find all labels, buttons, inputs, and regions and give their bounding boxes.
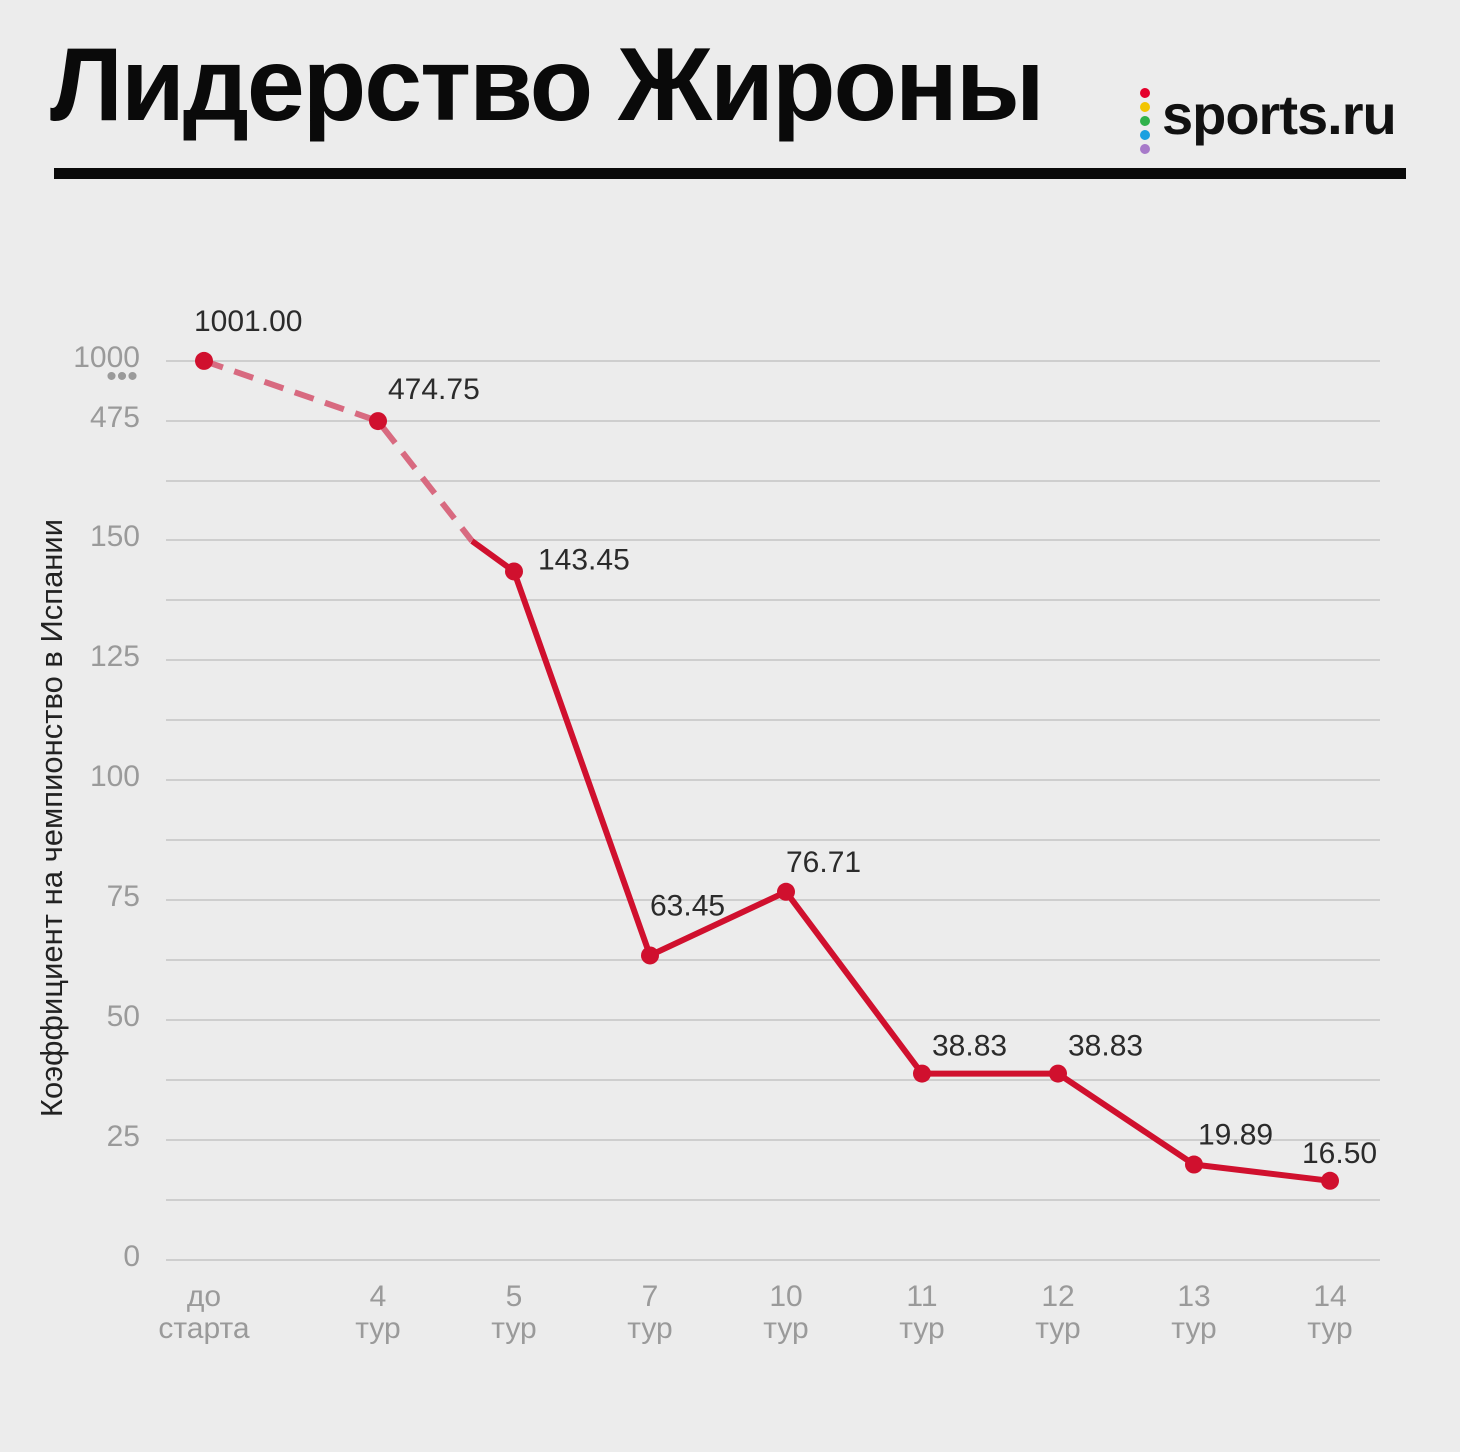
data-label: 76.71 <box>786 846 861 879</box>
data-point <box>1049 1064 1067 1083</box>
data-label: 474.75 <box>388 373 480 406</box>
data-point <box>1321 1171 1339 1190</box>
data-point <box>195 351 213 370</box>
x-tick-label: 7 тур <box>627 1280 672 1345</box>
x-tick-label: 12 тур <box>1035 1280 1080 1345</box>
data-point <box>1185 1155 1203 1174</box>
data-point <box>913 1064 931 1083</box>
data-point <box>369 412 387 431</box>
data-label: 38.83 <box>1068 1030 1143 1063</box>
logo-text: sports.ru <box>1162 83 1397 146</box>
data-label: 38.83 <box>932 1030 1007 1063</box>
data-label: 63.45 <box>650 889 725 922</box>
data-point <box>641 946 659 965</box>
data-point <box>505 562 523 581</box>
title-divider <box>54 168 1406 179</box>
y-tick-label: 25 <box>107 1120 140 1153</box>
x-tick-label: 5 тур <box>491 1280 536 1345</box>
logo-dot <box>1140 144 1150 154</box>
logo-dot <box>1140 116 1150 126</box>
y-tick-label: 1000 <box>73 341 140 374</box>
y-tick-label: 100 <box>90 760 140 793</box>
data-label: 143.45 <box>538 543 630 576</box>
y-tick-label: 125 <box>90 640 140 673</box>
y-tick-label: 50 <box>107 1000 140 1033</box>
data-label: 1001.00 <box>194 305 302 338</box>
logo-dot <box>1140 88 1150 98</box>
sports-ru-logo: sports.ru <box>1138 83 1418 158</box>
data-point <box>777 882 795 901</box>
data-label: 16.50 <box>1302 1137 1377 1170</box>
y-axis-break-marker: ••• <box>106 360 138 393</box>
x-tick-label: до старта <box>158 1280 250 1345</box>
logo-dot <box>1140 130 1150 140</box>
y-tick-label: 475 <box>90 401 140 434</box>
data-label: 19.89 <box>1198 1119 1273 1152</box>
x-tick-label: 13 тур <box>1171 1280 1216 1345</box>
y-tick-label: 0 <box>123 1240 140 1273</box>
x-tick-label: 11 тур <box>899 1280 944 1345</box>
y-tick-label: 150 <box>90 520 140 553</box>
logo-dots-icon <box>1138 88 1152 158</box>
series-line <box>470 538 1331 1184</box>
page-title: Лидерство Жироны <box>50 27 1045 143</box>
x-tick-label: 10 тур <box>763 1280 808 1345</box>
logo-dot <box>1140 102 1150 112</box>
x-tick-label: 4 тур <box>355 1280 400 1345</box>
y-tick-label: 75 <box>107 880 140 913</box>
x-tick-label: 14 тур <box>1307 1280 1352 1345</box>
